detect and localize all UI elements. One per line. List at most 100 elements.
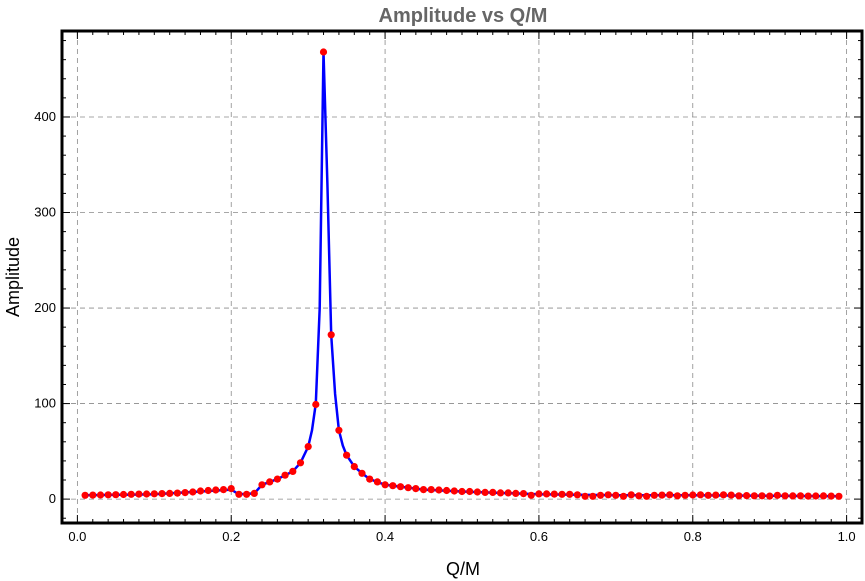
data-point — [743, 492, 751, 500]
data-point — [550, 490, 558, 498]
data-point — [612, 491, 620, 499]
y-tick-label-1: 100 — [34, 396, 56, 411]
y-axis-label: Amplitude — [3, 237, 23, 317]
data-point — [558, 490, 566, 498]
data-point — [89, 491, 97, 499]
data-point — [643, 492, 651, 500]
data-point — [312, 400, 320, 409]
data-point — [396, 483, 405, 491]
data-point — [404, 484, 412, 492]
data-point — [104, 491, 112, 499]
data-point — [835, 492, 843, 500]
data-point — [496, 489, 505, 497]
data-point — [673, 492, 682, 500]
data-point — [581, 492, 589, 500]
plot-frame — [60, 29, 864, 525]
x-tick-label-5: 1.0 — [838, 529, 856, 544]
data-point — [112, 491, 120, 499]
data-point — [450, 487, 458, 495]
x-tick-label-4: 0.8 — [684, 529, 702, 544]
data-point — [127, 490, 135, 498]
y-tick-labels: 0 100 200 300 400 — [34, 109, 56, 506]
data-point — [458, 487, 466, 496]
data-point — [427, 486, 435, 494]
data-point — [727, 491, 735, 499]
data-point — [266, 478, 274, 486]
data-point — [366, 475, 374, 483]
data-point — [543, 490, 551, 498]
data-point — [150, 490, 158, 498]
data-point — [158, 490, 166, 498]
data-point — [789, 492, 797, 500]
data-point — [212, 486, 220, 494]
data-point — [796, 492, 805, 500]
data-point — [750, 492, 758, 500]
grid-lines — [62, 31, 862, 523]
y-tick-label-2: 200 — [34, 300, 56, 315]
data-point — [373, 478, 381, 486]
data-point — [273, 475, 281, 483]
data-point — [419, 486, 428, 494]
data-point — [596, 491, 605, 499]
data-point — [650, 491, 658, 499]
data-point — [119, 490, 128, 499]
data-point — [189, 488, 197, 496]
y-tick-label-0: 0 — [49, 491, 56, 506]
data-point — [766, 492, 774, 500]
data-points — [81, 48, 843, 500]
data-point — [519, 490, 528, 498]
data-point — [819, 492, 828, 500]
data-point — [443, 486, 451, 495]
data-point — [635, 492, 643, 500]
data-point — [735, 492, 743, 500]
x-tick-label-1: 0.2 — [222, 529, 240, 544]
data-point — [96, 491, 105, 499]
data-point — [327, 331, 335, 339]
data-point — [473, 488, 481, 496]
data-point — [489, 488, 497, 496]
data-point — [204, 486, 212, 495]
data-point — [350, 463, 358, 471]
data-point — [666, 491, 674, 499]
data-point — [227, 485, 235, 493]
data-point — [343, 451, 351, 459]
data-point — [658, 491, 666, 499]
y-tick-label-4: 400 — [34, 109, 56, 124]
data-point — [812, 492, 820, 500]
chart-title: Amplitude vs Q/M — [379, 5, 548, 27]
data-point — [696, 491, 705, 499]
data-point — [704, 491, 712, 499]
data-point — [143, 490, 151, 498]
data-point — [412, 485, 420, 493]
data-point — [296, 459, 305, 467]
data-point — [566, 490, 574, 498]
data-point — [235, 490, 243, 498]
x-axis-label: Q/M — [446, 559, 480, 579]
data-point — [781, 492, 789, 500]
data-point — [804, 492, 812, 500]
data-point — [258, 481, 266, 489]
data-point — [535, 490, 543, 498]
data-point — [166, 489, 174, 497]
x-tick-labels: 0.0 0.2 0.4 0.6 0.8 1.0 — [68, 529, 855, 544]
data-point — [243, 490, 251, 498]
data-point — [319, 48, 328, 56]
data-point — [619, 492, 628, 500]
data-point — [250, 489, 258, 497]
x-tick-label-0: 0.0 — [68, 529, 86, 544]
data-point — [135, 490, 143, 498]
x-tick-label-2: 0.4 — [376, 529, 394, 544]
data-point — [758, 492, 766, 500]
data-point — [435, 486, 443, 494]
data-point — [689, 491, 697, 499]
data-point — [589, 492, 597, 500]
data-point — [335, 426, 343, 434]
data-point — [627, 491, 635, 499]
data-point — [81, 491, 89, 499]
data-point — [173, 489, 181, 497]
data-point — [504, 489, 512, 497]
data-point — [604, 491, 612, 499]
data-point — [196, 487, 205, 495]
data-point — [573, 491, 582, 499]
